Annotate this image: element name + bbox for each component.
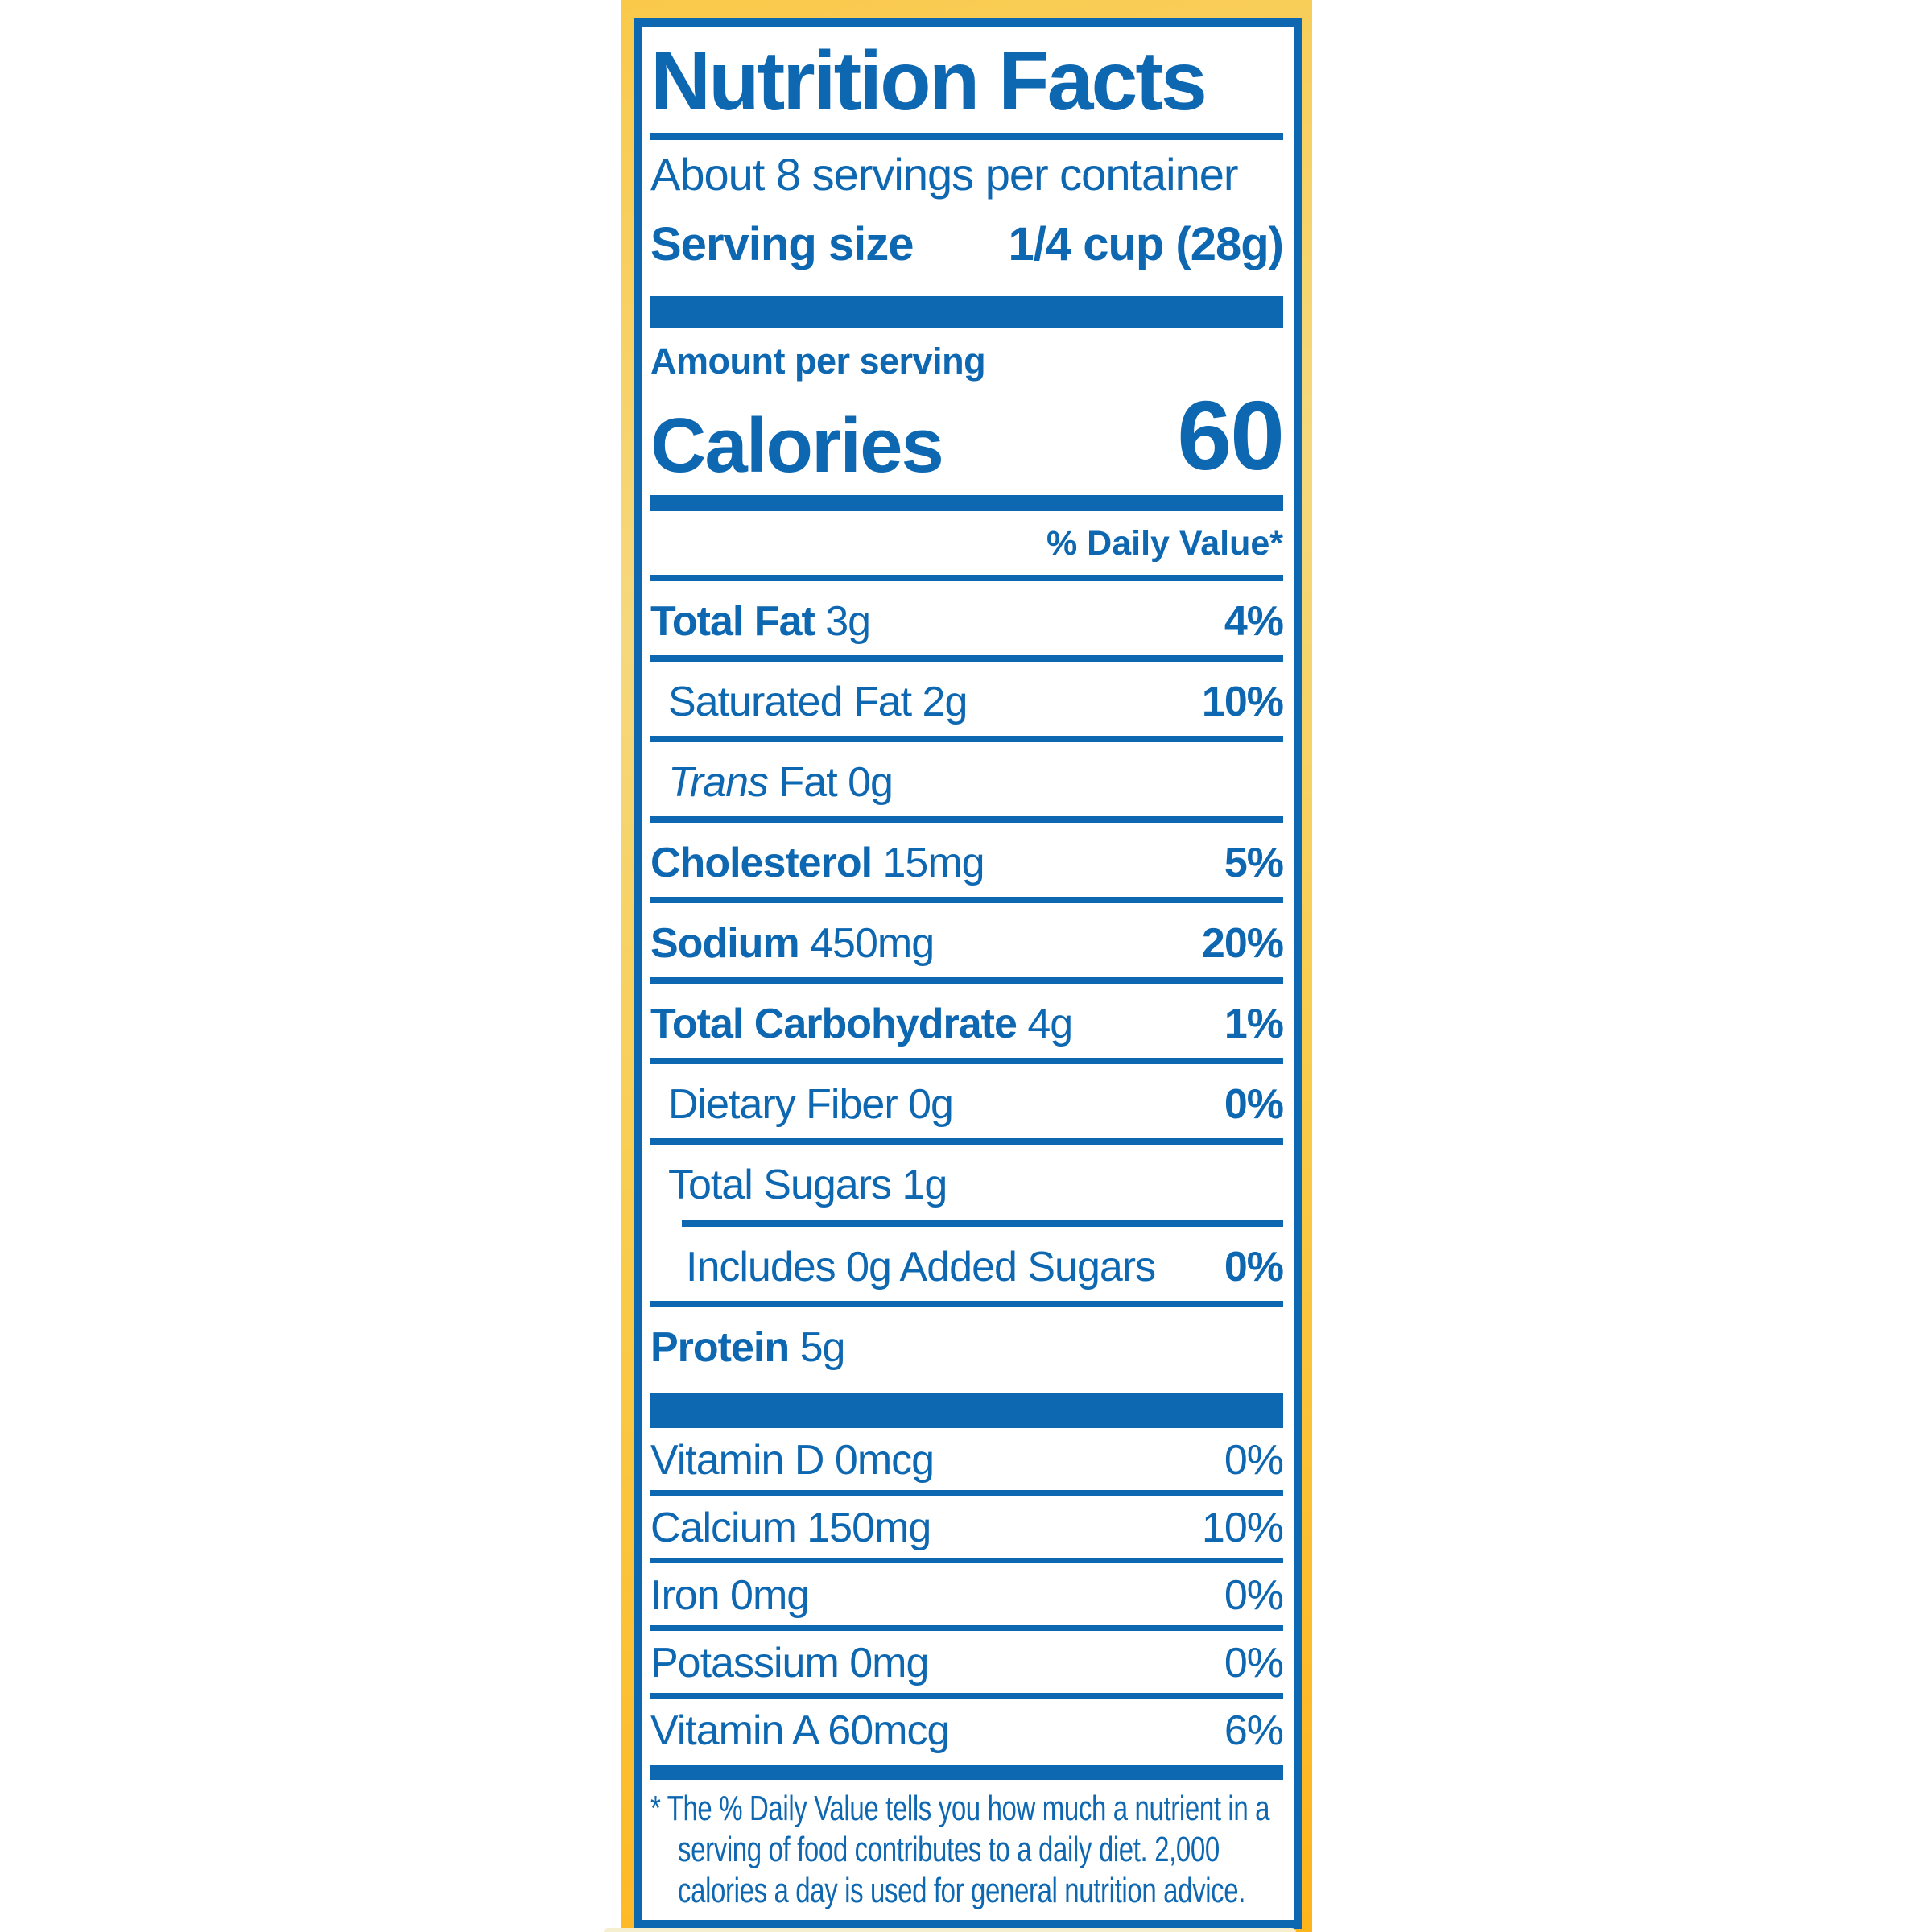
footnote-line: serving of food contributes to a daily d…: [678, 1830, 1220, 1869]
vitamin-row-vitamin-a: Vitamin A 60mcg 6%: [650, 1699, 1284, 1758]
nutrient-row-added-sugars: Includes 0g Added Sugars 0%: [650, 1227, 1284, 1307]
serving-size-label: Serving size: [650, 218, 914, 270]
nutrient-name: Saturated Fat 2g: [668, 679, 968, 725]
nutrient-name: Total Fat 3g: [650, 598, 871, 645]
daily-value-header: % Daily Value*: [1046, 524, 1283, 563]
calories-row: Calories 60: [650, 381, 1285, 490]
nutrient-dv: 0%: [1224, 1244, 1284, 1290]
serving-size-row: Serving size 1/4 cup (28g): [650, 216, 1284, 274]
vitamin-dv: 0%: [1224, 1572, 1284, 1619]
nutrient-dv: 20%: [1201, 920, 1284, 967]
footnote-line: * The % Daily Value tells you how much a…: [650, 1789, 1270, 1828]
nutrient-row-dietary-fiber: Dietary Fiber 0g 0%: [650, 1064, 1284, 1145]
vitamin-name: Vitamin A 60mcg: [650, 1707, 950, 1754]
vitamin-name: Vitamin D 0mcg: [650, 1437, 935, 1484]
nutrient-dv: 1%: [1224, 1001, 1284, 1047]
calories-label: Calories: [650, 402, 944, 489]
nutrient-name: Dietary Fiber 0g: [668, 1081, 954, 1128]
vitamin-name: Iron 0mg: [650, 1572, 810, 1619]
nutrient-dv: 0%: [1224, 1081, 1284, 1128]
nutrient-row-protein: Protein 5g: [650, 1307, 1283, 1381]
header-divider: [650, 575, 1283, 581]
nutrient-name: Sodium 450mg: [650, 920, 935, 967]
nutrient-name: Trans Fat 0g: [668, 759, 894, 806]
nutrient-row-trans-fat: Trans Fat 0g: [650, 742, 1283, 823]
vitamin-dv: 0%: [1224, 1640, 1284, 1686]
vitamin-name: Calcium 150mg: [650, 1505, 931, 1551]
nutrient-dv: 5%: [1224, 840, 1284, 886]
nutrient-row-saturated-fat: Saturated Fat 2g 10%: [650, 662, 1284, 742]
nutrition-facts-title: Nutrition Facts: [650, 35, 1208, 128]
section-bar: [650, 1765, 1283, 1780]
nutrient-name: Protein 5g: [650, 1324, 845, 1371]
nutrient-name: Includes 0g Added Sugars: [686, 1244, 1156, 1290]
nutrient-name: Cholesterol 15mg: [650, 840, 985, 886]
calories-value: 60: [1177, 381, 1285, 490]
servings-per-container: About 8 servings per container: [650, 149, 1239, 200]
nutrition-facts-box: Nutrition Facts About 8 servings per con…: [634, 18, 1302, 1929]
vitamin-dv: 6%: [1224, 1707, 1284, 1754]
vitamin-row-potassium: Potassium 0mg 0%: [650, 1631, 1284, 1699]
section-bar: [650, 296, 1283, 328]
nutrient-dv: 10%: [1201, 679, 1284, 725]
footnote-line: calories a day is used for general nutri…: [678, 1871, 1246, 1910]
title-divider: [650, 133, 1283, 140]
nutrient-row-total-fat: Total Fat 3g 4%: [650, 581, 1284, 662]
nutrient-name: Total Carbohydrate 4g: [650, 1001, 1073, 1047]
vitamin-row-calcium: Calcium 150mg 10%: [650, 1496, 1284, 1563]
nutrient-dv: 4%: [1224, 598, 1284, 645]
nutrient-name: Total Sugars 1g: [668, 1162, 947, 1208]
amount-per-serving-label: Amount per serving: [650, 341, 986, 382]
nutrition-label-panel: Nutrition Facts About 8 servings per con…: [621, 0, 1312, 1932]
vitamin-row-vitamin-d: Vitamin D 0mcg 0%: [650, 1428, 1284, 1496]
nutrient-row-total-carbohydrate: Total Carbohydrate 4g 1%: [650, 984, 1284, 1064]
serving-size-value: 1/4 cup (28g): [1008, 218, 1284, 270]
nutrient-row-cholesterol: Cholesterol 15mg 5%: [650, 823, 1284, 903]
bottom-package-strip: [604, 1928, 1296, 1932]
vitamin-name: Potassium 0mg: [650, 1640, 929, 1686]
vitamin-dv: 10%: [1201, 1505, 1284, 1551]
nutrient-row-sodium: Sodium 450mg 20%: [650, 903, 1284, 984]
section-bar: [650, 1393, 1283, 1428]
vitamin-row-iron: Iron 0mg 0%: [650, 1563, 1284, 1631]
daily-value-footnote: * The % Daily Value tells you how much a…: [650, 1788, 1283, 1911]
sugars-divider: [682, 1220, 1283, 1227]
vitamin-dv: 0%: [1224, 1437, 1284, 1484]
nutrient-row-total-sugars: Total Sugars 1g: [650, 1145, 1283, 1208]
calories-divider: [650, 495, 1283, 511]
